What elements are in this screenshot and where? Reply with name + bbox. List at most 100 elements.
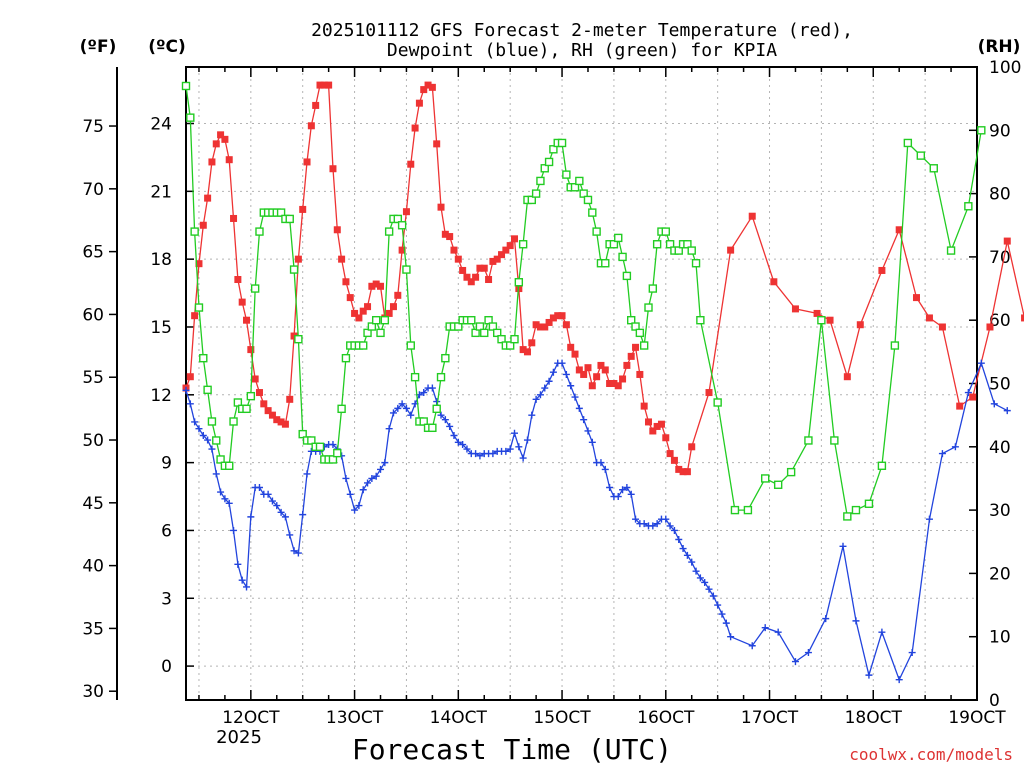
dewpoint-point xyxy=(718,610,726,618)
temperature-point xyxy=(727,246,735,254)
fahrenheit-tick-label: 40 xyxy=(82,557,104,577)
dewpoint-point xyxy=(463,445,471,453)
rh-point xyxy=(674,246,683,255)
rh-point xyxy=(471,328,480,338)
dewpoint-point xyxy=(541,384,549,392)
celsius-tick-label: 21 xyxy=(150,182,172,202)
dewpoint-point xyxy=(575,404,583,412)
rh-point xyxy=(371,316,381,325)
x-tick-label: 13OCT xyxy=(326,708,384,728)
rh-point xyxy=(250,284,260,293)
temperature-point xyxy=(221,135,229,143)
rh-point xyxy=(402,265,411,274)
temperature-point xyxy=(394,291,402,299)
temperature-point xyxy=(446,233,454,241)
dewpoint-point xyxy=(727,633,735,641)
dewpoint-point xyxy=(748,642,756,650)
rh-point xyxy=(903,138,913,148)
temperature-point xyxy=(636,370,644,378)
temperature-point xyxy=(281,420,289,428)
dewpoint-point xyxy=(186,400,194,408)
dewpoint-point xyxy=(666,522,674,530)
dewpoint-point xyxy=(597,459,605,467)
temperature-point xyxy=(467,278,475,286)
temperature-point xyxy=(377,282,385,290)
dewpoint-point xyxy=(714,601,722,609)
temperature-point xyxy=(627,352,635,360)
dewpoint-point xyxy=(938,450,946,458)
rh-point xyxy=(592,227,601,236)
rh-point xyxy=(916,151,926,160)
temperature-point xyxy=(294,255,302,263)
rh-point xyxy=(713,398,722,407)
dewpoint-point xyxy=(454,438,462,446)
rh-point xyxy=(557,138,567,148)
temperature-point xyxy=(342,278,350,286)
dewpoint-point xyxy=(394,404,402,412)
celsius-axis-label: (ºC) xyxy=(148,37,186,57)
dewpoint-point xyxy=(588,438,596,446)
temperature-point xyxy=(307,122,315,130)
dewpoint-point xyxy=(653,520,661,528)
temperature-point xyxy=(480,264,488,272)
rh-point xyxy=(644,303,653,312)
dewpoint-point xyxy=(217,488,225,496)
temperature-point xyxy=(601,366,609,374)
dewpoint-point xyxy=(273,502,281,510)
temperature-point xyxy=(433,140,441,148)
x-tick-label: 15OCT xyxy=(533,708,591,728)
dewpoint-point xyxy=(584,427,592,435)
temperature-point xyxy=(662,434,670,442)
rh-point xyxy=(864,499,874,508)
temperature-point xyxy=(312,101,320,109)
rh-point xyxy=(428,423,437,433)
rh-point xyxy=(540,164,549,173)
rh-point xyxy=(397,221,407,230)
temperature-point xyxy=(545,318,553,326)
dewpoint-point xyxy=(243,583,251,591)
dewpoint-point xyxy=(221,495,229,503)
temperature-point xyxy=(420,86,428,94)
rh-point xyxy=(181,81,191,91)
temperature-point xyxy=(251,375,259,383)
dewpoint-point xyxy=(377,465,385,473)
dewpoint-point xyxy=(545,377,553,385)
temperature-point xyxy=(260,400,268,408)
temperature-point xyxy=(212,140,220,148)
rh-point xyxy=(683,240,692,249)
rh-point xyxy=(817,316,826,325)
rh-point xyxy=(652,240,662,249)
rh-point xyxy=(199,353,208,363)
dewpoint-point xyxy=(342,474,350,482)
celsius-tick-label: 12 xyxy=(150,386,172,406)
temperature-point xyxy=(286,395,294,403)
rh-point xyxy=(493,328,502,338)
celsius-tick-label: 15 xyxy=(150,318,172,338)
rh-point xyxy=(376,328,385,338)
rh-tick-label: 60 xyxy=(989,311,1011,331)
dewpoint-point xyxy=(407,411,415,419)
year-label: 2025 xyxy=(216,727,262,748)
dewpoint-point xyxy=(670,526,678,534)
rh-point xyxy=(929,164,938,173)
dewpoint-point xyxy=(679,545,687,553)
dewpoint-point xyxy=(511,429,519,437)
temperature-point xyxy=(938,323,946,331)
x-tick-label: 18OCT xyxy=(845,708,903,728)
rh-tick-label: 20 xyxy=(989,564,1011,584)
dewpoint-point xyxy=(268,497,276,505)
temperature-point xyxy=(437,203,445,211)
dewpoint-point xyxy=(822,615,830,623)
rh-axis-label: (RH) xyxy=(978,37,1021,57)
rh-point xyxy=(964,202,973,211)
rh-point xyxy=(212,436,221,445)
temperature-point xyxy=(502,246,510,254)
rh-tick-label: 100 xyxy=(989,58,1021,78)
dewpoint-point xyxy=(627,490,635,498)
rh-point xyxy=(830,436,839,445)
dewpoint-point xyxy=(977,359,985,367)
rh-point xyxy=(804,436,813,445)
fahrenheit-axis-label: (ºF) xyxy=(80,37,117,57)
temperature-point xyxy=(541,323,549,331)
rh-point xyxy=(627,316,636,325)
